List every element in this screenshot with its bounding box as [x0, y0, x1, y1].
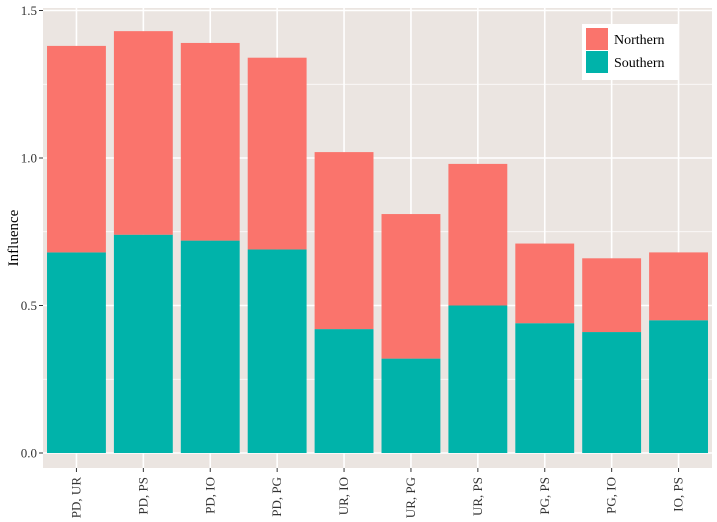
x-tick-label: PD, UR [68, 477, 83, 519]
bar-southern-5 [381, 358, 441, 453]
bar-southern-6 [448, 305, 508, 453]
legend-label-northern: Northern [614, 33, 665, 48]
bar-northern-0 [47, 45, 106, 253]
bar-northern-4 [314, 152, 374, 330]
x-tick-label: PD, PG [269, 477, 284, 517]
y-tick-label: 1.0 [21, 151, 37, 166]
y-tick-label: 0.5 [21, 298, 37, 313]
x-tick-label: UR, PS [470, 477, 485, 516]
x-tick-label: IO, PS [671, 477, 686, 512]
x-tick-label: PD, PS [135, 477, 150, 515]
x-tick-label: PG, IO [604, 477, 619, 514]
bar-northern-5 [381, 214, 441, 359]
bar-southern-0 [47, 252, 106, 453]
y-tick-label: 1.5 [21, 3, 37, 18]
x-tick-label: PG, PS [537, 477, 552, 515]
bar-northern-3 [247, 57, 307, 250]
bar-southern-1 [113, 234, 173, 453]
bar-northern-8 [582, 258, 642, 333]
bar-northern-6 [448, 163, 508, 306]
bar-southern-9 [649, 320, 708, 453]
x-tick-label: UR, IO [336, 477, 351, 515]
bar-southern-3 [247, 249, 307, 453]
x-tick-label: UR, PG [403, 477, 418, 518]
y-tick-label: 0.0 [21, 446, 37, 461]
bar-southern-2 [180, 240, 240, 453]
bar-northern-7 [515, 243, 575, 324]
legend-swatch-southern [586, 51, 608, 73]
bar-northern-1 [113, 31, 173, 235]
y-axis-label: Influence [6, 209, 22, 266]
legend-label-southern: Southern [614, 56, 665, 71]
bar-southern-4 [314, 329, 374, 453]
legend-swatch-northern [586, 28, 608, 50]
bar-northern-2 [180, 42, 240, 241]
legend: Northern Southern [582, 24, 678, 80]
bar-southern-7 [515, 323, 575, 453]
x-tick-label: PD, IO [202, 477, 217, 514]
bar-northern-9 [649, 252, 708, 321]
bar-southern-8 [582, 332, 642, 453]
